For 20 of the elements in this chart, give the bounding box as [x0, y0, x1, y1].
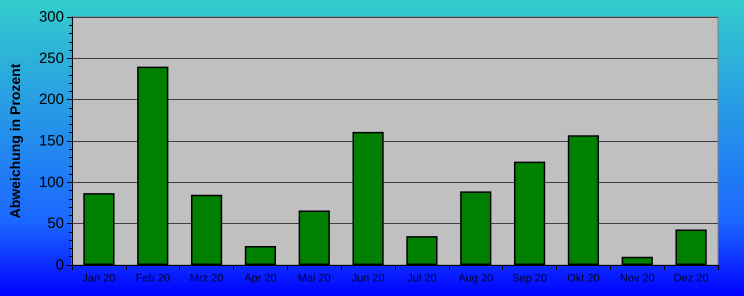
y-axis-title: Abweichung in Prozent [7, 63, 23, 218]
x-tick-label: Dez 20 [674, 272, 709, 284]
y-tick-label: 100 [38, 174, 64, 191]
y-tick-label: 0 [56, 256, 64, 274]
y-tick-label: 250 [38, 50, 64, 67]
x-tick-label: Feb 20 [136, 272, 170, 284]
y-tick-label: 300 [38, 8, 64, 26]
x-tick-label: Aug 20 [458, 272, 494, 284]
y-tick-label: 50 [47, 215, 64, 232]
x-tick-label: Jun 20 [352, 272, 385, 284]
x-tick-label: Sep 20 [512, 272, 548, 284]
x-tick-label: Okt 20 [567, 272, 600, 284]
x-tick-label: Jul 20 [407, 272, 437, 284]
y-tick-label: 150 [38, 132, 64, 150]
x-tick-label: Mai 20 [298, 272, 331, 284]
x-tick-label: Mrz 20 [190, 272, 224, 284]
x-tick-label: Nov 20 [620, 272, 655, 284]
x-tick-label: Apr 20 [244, 272, 277, 284]
y-tick-label: 200 [38, 91, 64, 108]
x-tick-label: Jan 20 [82, 272, 116, 284]
